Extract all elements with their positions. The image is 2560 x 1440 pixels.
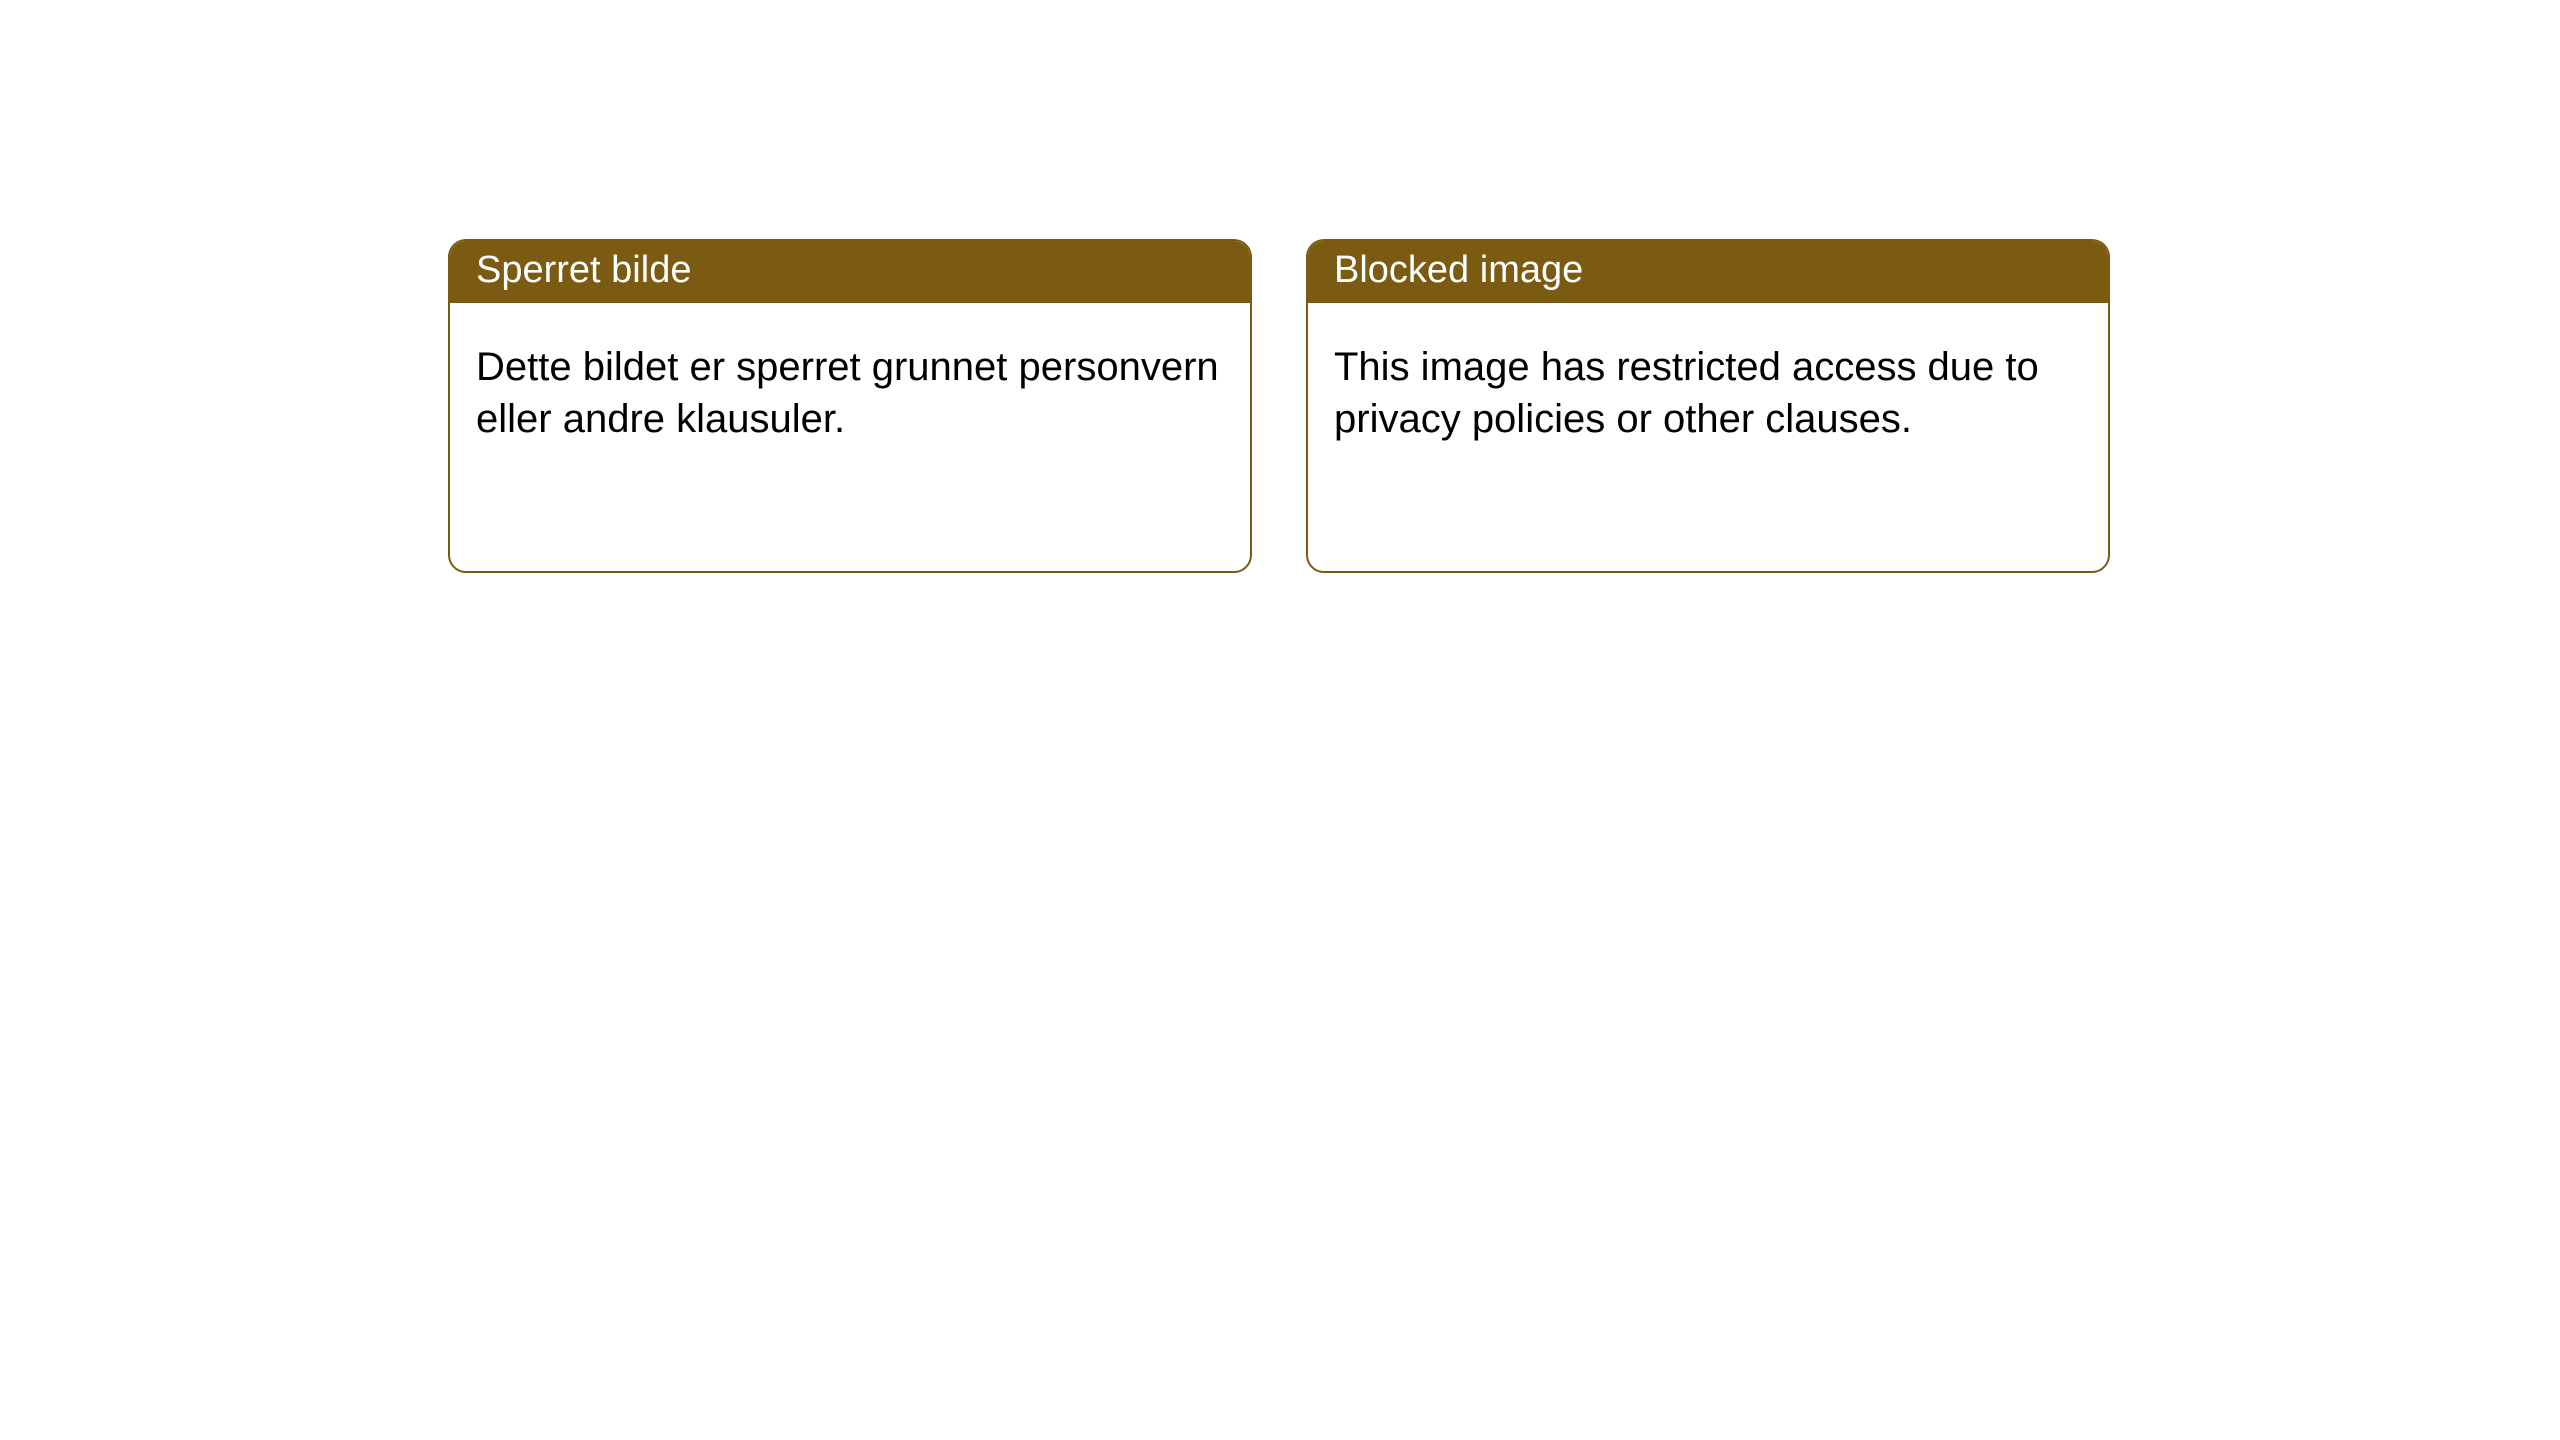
notice-body-no: Dette bildet er sperret grunnet personve… [450,303,1250,471]
notice-body-en: This image has restricted access due to … [1308,303,2108,471]
notice-container: Sperret bilde Dette bildet er sperret gr… [0,0,2560,573]
notice-card-en: Blocked image This image has restricted … [1306,239,2110,573]
notice-title-en: Blocked image [1308,241,2108,303]
notice-title-no: Sperret bilde [450,241,1250,303]
notice-card-no: Sperret bilde Dette bildet er sperret gr… [448,239,1252,573]
